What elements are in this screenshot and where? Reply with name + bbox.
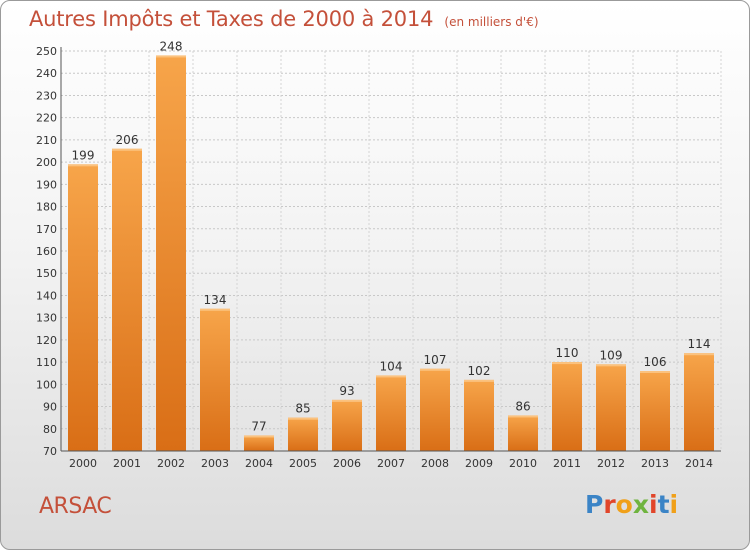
- data-label: 248: [160, 39, 183, 53]
- data-label: 85: [295, 402, 310, 416]
- x-tick-label: 2009: [465, 457, 493, 470]
- y-tick-label: 80: [43, 423, 57, 436]
- y-tick-label: 240: [36, 67, 57, 80]
- y-tick-label: 160: [36, 245, 57, 258]
- x-tick-label: 2013: [641, 457, 669, 470]
- x-tick-label: 2008: [421, 457, 449, 470]
- logo-letter: x: [632, 490, 649, 519]
- x-tick-label: 2005: [289, 457, 317, 470]
- data-labels: 199 206 248 134 77 85 93 104 107 102 86 110 109 106 11…: [72, 39, 711, 433]
- data-label: 106: [644, 355, 667, 369]
- x-tick-label: 2002: [157, 457, 185, 470]
- y-tick-label: 180: [36, 201, 57, 214]
- logo-letter: P: [585, 490, 604, 519]
- bar-highlight: [112, 148, 142, 151]
- x-tick-label: 2007: [377, 457, 405, 470]
- y-tick-label: 170: [36, 223, 57, 236]
- chart-title-row: Autres Impôts et Taxes de 2000 à 2014 (e…: [29, 7, 539, 31]
- y-tick-label: 100: [36, 378, 57, 391]
- commune-name: ARSAC: [39, 494, 112, 519]
- bar: [420, 368, 450, 451]
- bar: [332, 399, 362, 451]
- bar: [112, 148, 142, 451]
- bar-highlight: [684, 353, 714, 356]
- y-tick-label: 140: [36, 289, 57, 302]
- data-label: 206: [116, 133, 139, 147]
- logo-letter: i: [669, 490, 679, 519]
- logo-letter: o: [615, 490, 633, 519]
- x-tick-label: 2014: [685, 457, 713, 470]
- data-label: 134: [204, 293, 227, 307]
- proxiti-logo: Proxiti: [585, 490, 678, 519]
- x-tick-label: 2003: [201, 457, 229, 470]
- chart-title: Autres Impôts et Taxes de 2000 à 2014: [29, 7, 434, 31]
- data-label: 86: [515, 399, 530, 413]
- data-label: 77: [251, 419, 266, 433]
- y-tick-label: 190: [36, 178, 57, 191]
- bar-highlight: [596, 364, 626, 367]
- bar-highlight: [420, 368, 450, 371]
- bar-highlight: [640, 371, 670, 373]
- logo-letter: t: [657, 490, 670, 519]
- data-label: 199: [72, 148, 95, 162]
- data-label: 110: [556, 346, 579, 360]
- bar-highlight: [244, 435, 274, 438]
- data-label: 104: [380, 359, 403, 373]
- x-tick-label: 2012: [597, 457, 625, 470]
- x-tick-label: 2001: [113, 457, 141, 470]
- x-tick-label: 2011: [553, 457, 581, 470]
- y-tick-label: 250: [36, 45, 57, 58]
- data-label: 114: [688, 337, 711, 351]
- bar: [464, 379, 494, 451]
- bar-highlight: [508, 415, 538, 418]
- bar: [508, 415, 538, 451]
- y-tick-label: 110: [36, 356, 57, 369]
- bar-highlight: [552, 362, 582, 365]
- bar-highlight: [68, 164, 98, 167]
- bar: [288, 417, 318, 451]
- x-tick-label: 2010: [509, 457, 537, 470]
- y-tick-label: 120: [36, 334, 57, 347]
- y-tick-label: 230: [36, 89, 57, 102]
- data-label: 107: [424, 353, 447, 367]
- y-tick-label: 150: [36, 267, 57, 280]
- logo-letter: i: [649, 490, 658, 519]
- bar-highlight: [376, 375, 406, 378]
- bar: [376, 375, 406, 451]
- bar-highlight: [288, 417, 318, 420]
- bar-highlight: [156, 55, 186, 58]
- bar-highlight: [332, 399, 362, 402]
- y-tick-label: 200: [36, 156, 57, 169]
- axes: 7080901001101201301401501601701801902002…: [36, 45, 721, 470]
- y-tick-label: 70: [43, 445, 57, 458]
- data-label: 102: [468, 364, 491, 378]
- bar: [640, 371, 670, 451]
- y-tick-label: 130: [36, 312, 57, 325]
- bar-highlight: [464, 379, 494, 382]
- bar: [684, 353, 714, 451]
- chart-subtitle: (en milliers d'€): [444, 15, 539, 29]
- y-tick-label: 90: [43, 401, 57, 414]
- x-tick-label: 2006: [333, 457, 361, 470]
- y-tick-label: 210: [36, 134, 57, 147]
- bar-highlight: [200, 308, 230, 311]
- x-tick-label: 2004: [245, 457, 273, 470]
- bar: [200, 308, 230, 451]
- logo-letter: r: [603, 490, 616, 519]
- bar: [552, 362, 582, 451]
- bar: [156, 55, 186, 451]
- bar: [596, 364, 626, 451]
- y-tick-label: 220: [36, 112, 57, 125]
- x-tick-label: 2000: [69, 457, 97, 470]
- bar: [244, 435, 274, 451]
- bars: [68, 55, 714, 452]
- data-label: 109: [600, 348, 623, 362]
- data-label: 93: [339, 384, 354, 398]
- bar: [68, 164, 98, 452]
